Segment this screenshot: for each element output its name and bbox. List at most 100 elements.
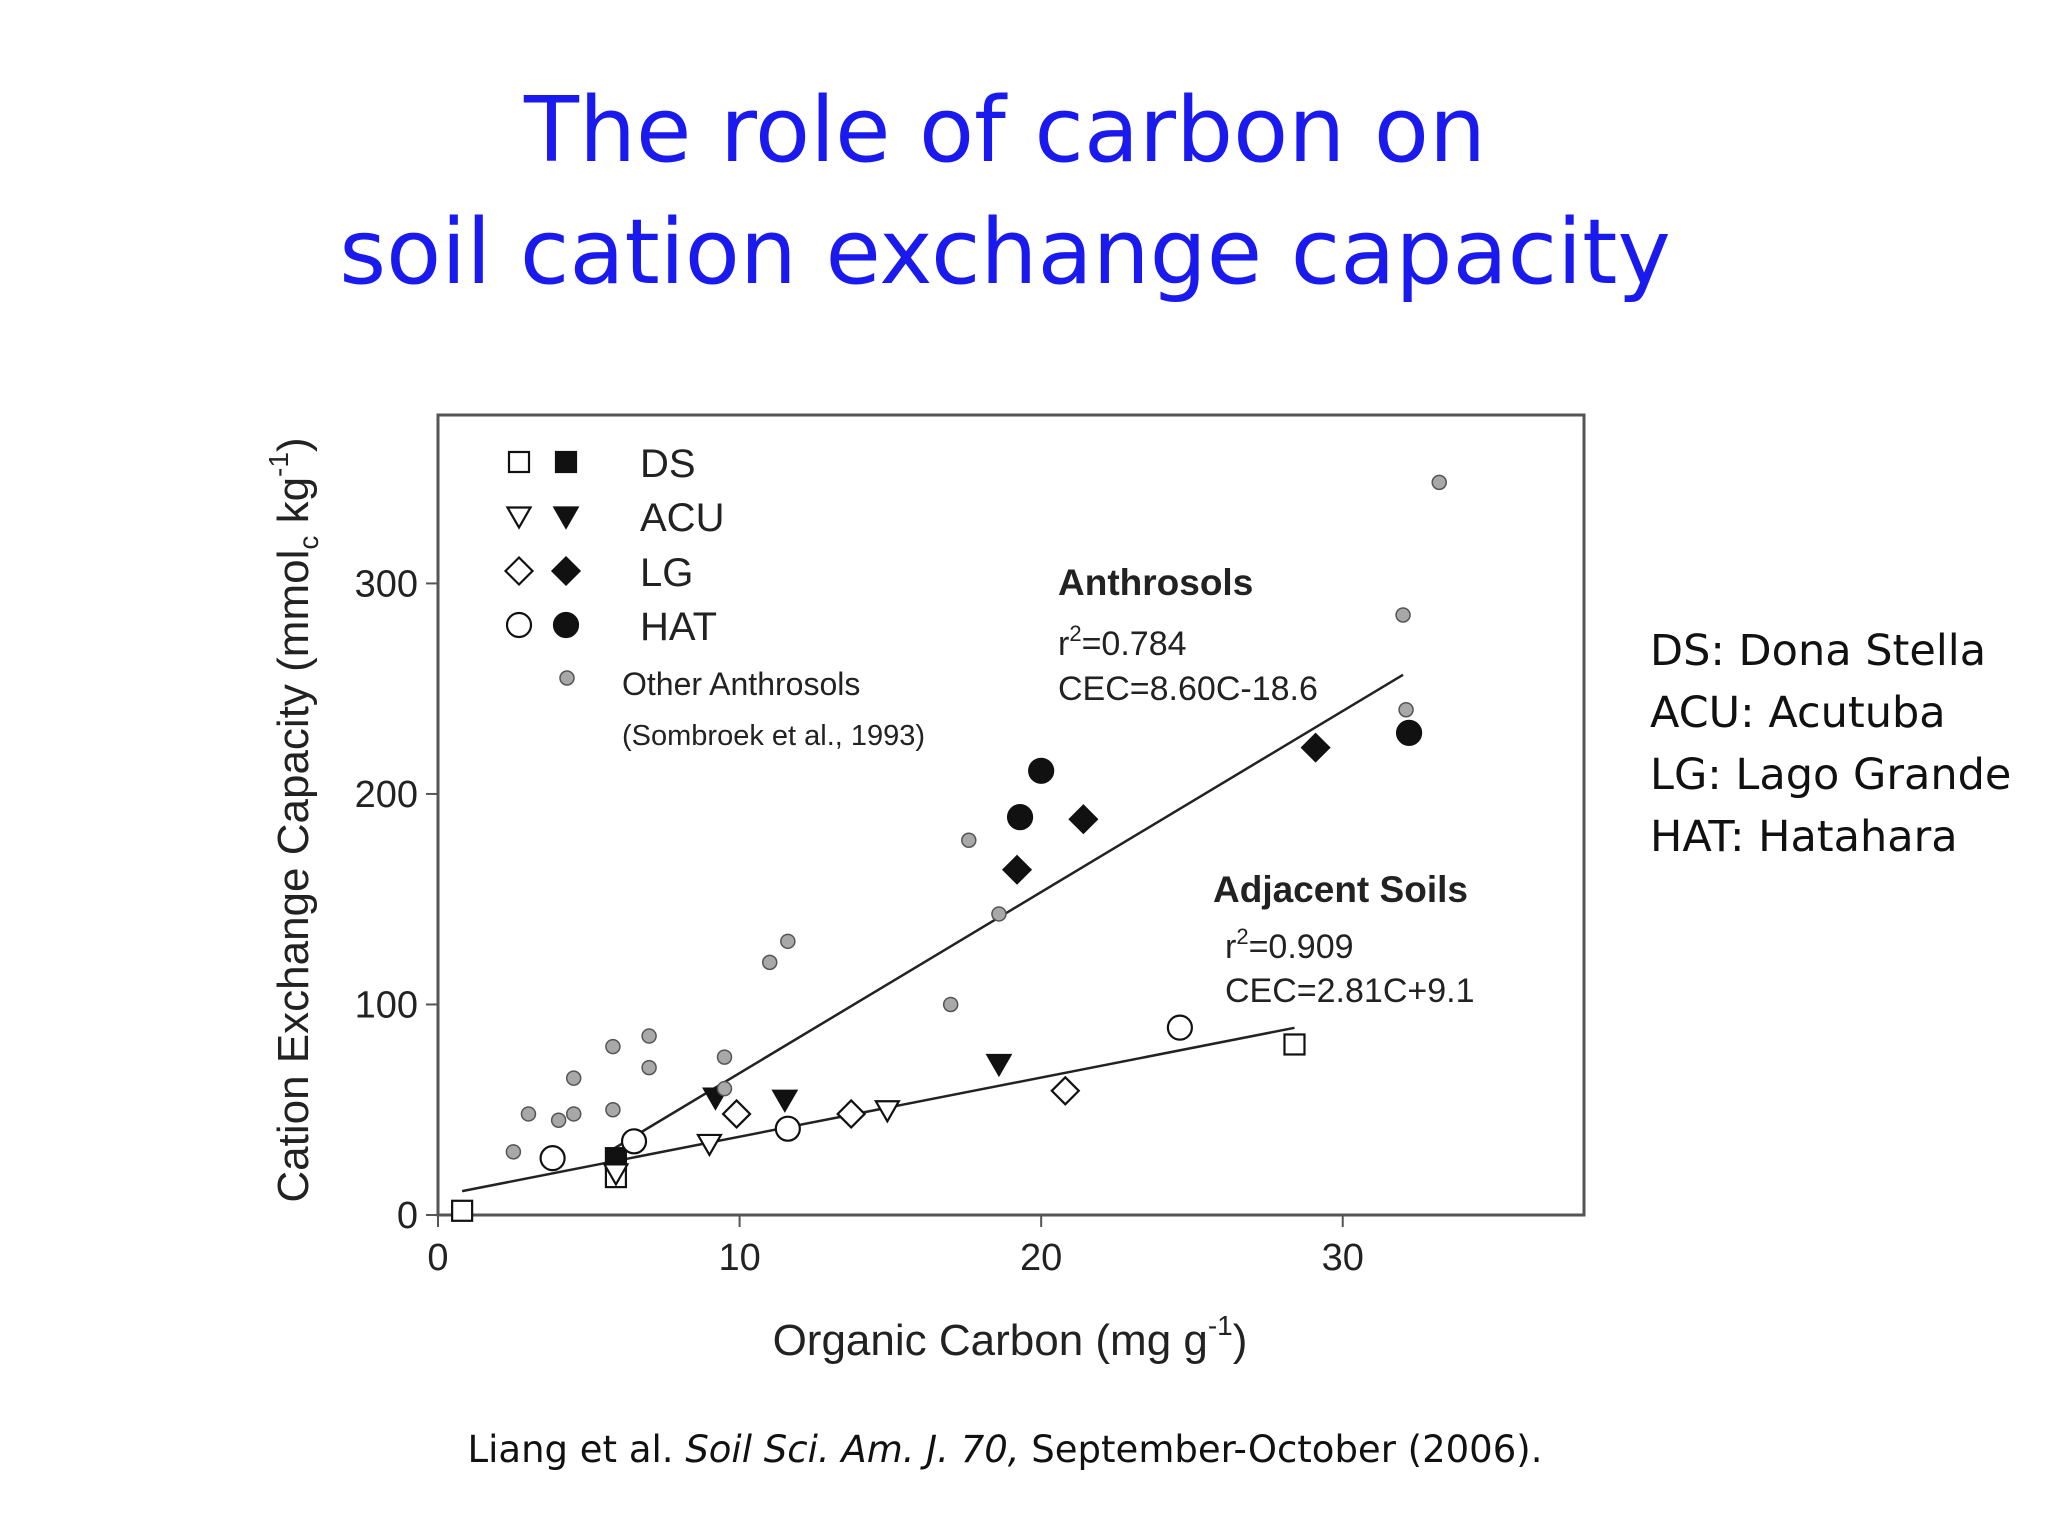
y-axis-title-mid: kg [269, 477, 318, 536]
other-anthrosols-point [716, 1080, 733, 1097]
legend-lg-filled-symbol [550, 555, 582, 587]
abbreviation-hat: HAT: Hatahara [1650, 812, 1958, 862]
other-anthrosols-point [716, 1049, 733, 1065]
other-anthrosols-point [942, 996, 959, 1013]
legend-label-lg: LG [640, 551, 693, 595]
legend-note-other: (Sombroek et al., 1993) [622, 720, 925, 752]
y-axis-title-main: Cation Exchange Capacity (mmol [269, 550, 318, 1203]
legend-other-anthrosols-symbol [559, 670, 575, 686]
slide-title-line-2: soil cation exchange capacity [339, 200, 1671, 305]
ds-adjacent-point [1283, 1033, 1306, 1056]
citation: Liang et al. Soil Sci. Am. J. 70, Septem… [0, 1428, 2010, 1471]
lg-adjacent-point [721, 1098, 752, 1130]
other-anthrosols-point [780, 933, 796, 950]
legend-lg-open-symbol [503, 555, 535, 587]
y-axis-title-sup: -1 [263, 452, 294, 477]
y-tick-label: 0 [397, 1195, 418, 1237]
adjacent-r2-sup: 2 [1236, 924, 1248, 949]
regression-lines [461, 673, 1404, 1193]
acu-anthrosol-point [985, 1053, 1013, 1078]
slide-title: The role of carbon on soil cation exchan… [0, 70, 2010, 314]
hat-adjacent-point [1166, 1014, 1193, 1041]
legend-hat-filled-symbol [552, 611, 580, 639]
abbreviation-lg: LG: Lago Grande [1650, 750, 2012, 800]
adjacent-r2-label: r [1225, 928, 1236, 966]
abbreviation-ds: DS: Dona Stella [1650, 626, 1987, 676]
hat-adjacent-point [539, 1145, 566, 1172]
other-anthrosols-point [505, 1144, 522, 1160]
other-anthrosols-point [565, 1106, 582, 1122]
other-anthrosols-point [565, 1070, 582, 1086]
anthrosols-fit-line [612, 673, 1404, 1151]
hat-adjacent-point [774, 1115, 801, 1142]
legend-acu-filled-symbol [552, 506, 580, 530]
anthrosols-title: Anthrosols [1058, 562, 1253, 603]
x-axis-title: Organic Carbon (mg g-1) [773, 1310, 1248, 1365]
other-anthrosols-point [641, 1028, 657, 1044]
other-anthrosols-point [1431, 474, 1447, 491]
lg-adjacent-point [836, 1098, 867, 1130]
anthrosols-r2-label: r [1058, 625, 1069, 663]
hat-anthrosol-point [1395, 719, 1423, 746]
y-tick-label: 100 [355, 984, 418, 1026]
other-anthrosols-point [605, 1038, 621, 1055]
y-axis-title-end: ) [269, 437, 318, 452]
legend-label-ds: DS [640, 442, 696, 486]
lg-anthrosol-point [1068, 804, 1099, 835]
anthrosols-r2-sup: 2 [1069, 621, 1081, 646]
lg-adjacent-point [1050, 1075, 1081, 1106]
x-axis-title-sup: -1 [1208, 1310, 1233, 1341]
x-axis-title-end: ) [1233, 1316, 1248, 1365]
citation-journal: Soil Sci. Am. J. 70, [685, 1428, 1020, 1471]
ds-adjacent-point [451, 1199, 474, 1222]
legend-label-hat: HAT [640, 605, 717, 649]
abbreviation-acu: ACU: Acutuba [1650, 688, 1946, 738]
anthrosols-r2: r2=0.784 [1058, 621, 1187, 663]
other-anthrosols-point [991, 906, 1007, 922]
other-anthrosols-point [520, 1106, 537, 1122]
other-anthrosols-point [961, 832, 977, 849]
hat-adjacent-point [620, 1128, 648, 1155]
data-points [451, 474, 1447, 1222]
x-tick-label: 20 [1020, 1237, 1062, 1279]
lg-anthrosol-point [1001, 854, 1033, 885]
citation-date: September-October (2006). [1019, 1428, 1543, 1471]
acu-adjacent-point [602, 1163, 630, 1187]
acu-anthrosol-point [771, 1089, 799, 1113]
legend-ds-filled-symbol [554, 450, 578, 474]
other-anthrosols-point [550, 1112, 567, 1129]
adjacent-equation: CEC=2.81C+9.1 [1225, 972, 1475, 1010]
x-tick-label: 30 [1322, 1237, 1364, 1279]
legend-acu-open-symbol [505, 506, 533, 530]
other-anthrosols-point [1398, 701, 1414, 718]
citation-authors: Liang et al. [467, 1428, 686, 1471]
lg-anthrosol-point [1300, 732, 1331, 763]
slide-title-line-1: The role of carbon on [523, 78, 1486, 183]
other-anthrosols-point [761, 954, 778, 971]
other-anthrosols-point [641, 1059, 657, 1076]
adjacent-title: Adjacent Soils [1213, 869, 1468, 910]
adjacent-r2: r2=0.909 [1225, 924, 1354, 966]
anthrosols-r2-value: =0.784 [1082, 625, 1187, 663]
y-axis-title-sub: c [293, 536, 324, 550]
abbreviation-list: DS: Dona Stella ACU: Acutuba LG: Lago Gr… [1650, 620, 2011, 868]
legend-label-acu: ACU [640, 496, 724, 540]
legend: DS ACU LG HAT Other Anthrosols (Sombroek… [503, 442, 925, 752]
hat-anthrosol-point [1028, 757, 1055, 784]
other-anthrosols-point [605, 1101, 621, 1118]
y-axis-title: Cation Exchange Capacity (mmolc kg-1) [263, 437, 324, 1202]
adjacent-fit-line [461, 1026, 1295, 1193]
x-tick-label: 0 [427, 1237, 448, 1279]
y-tick-label: 300 [355, 563, 418, 605]
y-tick-label: 200 [355, 774, 418, 816]
adjacent-r2-value: =0.909 [1249, 928, 1354, 966]
legend-symbols [503, 450, 582, 686]
legend-label-other: Other Anthrosols [622, 666, 860, 702]
other-anthrosols-point [1395, 607, 1411, 623]
anthrosols-equation: CEC=8.60C-18.6 [1058, 670, 1318, 708]
acu-adjacent-point [696, 1133, 723, 1158]
acu-adjacent-point [873, 1100, 901, 1124]
x-tick-label: 10 [718, 1237, 760, 1279]
